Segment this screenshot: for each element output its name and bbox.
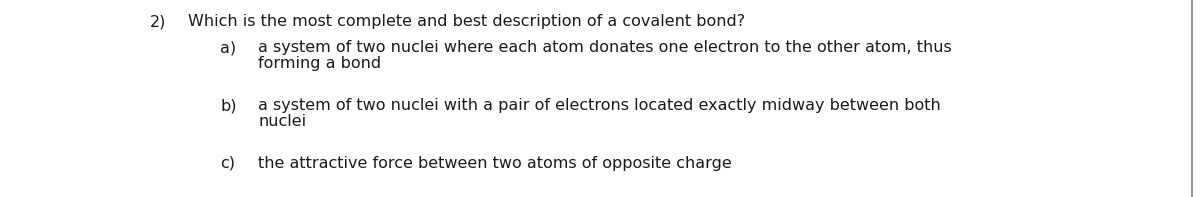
- Text: b): b): [220, 98, 236, 113]
- Text: the attractive force between two atoms of opposite charge: the attractive force between two atoms o…: [258, 156, 732, 171]
- Text: forming a bond: forming a bond: [258, 56, 382, 71]
- Text: 2): 2): [150, 14, 167, 29]
- Text: a system of two nuclei where each atom donates one electron to the other atom, t: a system of two nuclei where each atom d…: [258, 40, 952, 55]
- Text: a system of two nuclei with a pair of electrons located exactly midway between b: a system of two nuclei with a pair of el…: [258, 98, 941, 113]
- Text: nuclei: nuclei: [258, 114, 306, 129]
- Text: a): a): [220, 40, 236, 55]
- Text: Which is the most complete and best description of a covalent bond?: Which is the most complete and best desc…: [188, 14, 745, 29]
- Text: c): c): [220, 156, 235, 171]
